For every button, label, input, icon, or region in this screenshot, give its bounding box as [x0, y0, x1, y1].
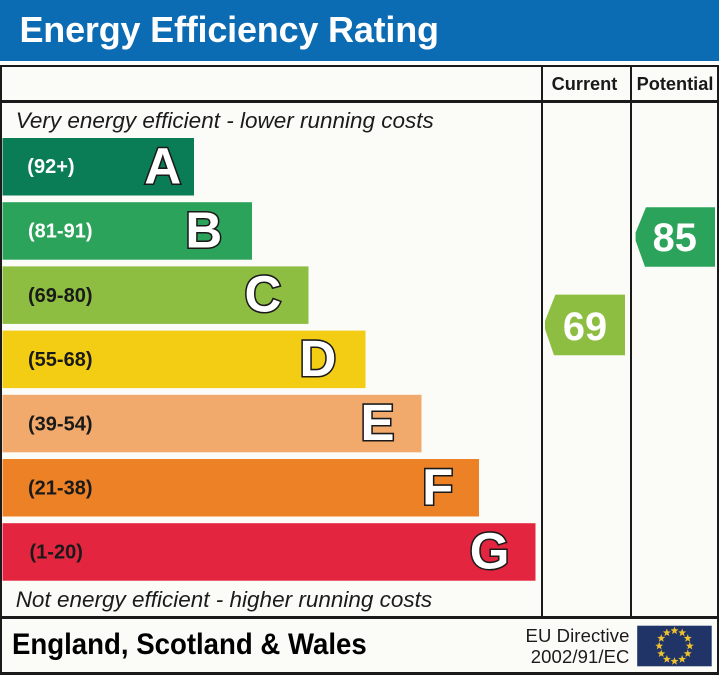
svg-text:D: D	[299, 330, 336, 387]
svg-text:(55-68): (55-68)	[28, 349, 92, 371]
svg-text:(21-38): (21-38)	[28, 478, 92, 500]
svg-text:C: C	[244, 266, 281, 323]
svg-text:(39-54): (39-54)	[28, 413, 92, 435]
svg-text:85: 85	[653, 216, 697, 260]
svg-text:(81-91): (81-91)	[28, 221, 92, 243]
svg-text:A: A	[144, 137, 181, 194]
svg-text:(69-80): (69-80)	[28, 285, 92, 307]
svg-text:B: B	[185, 202, 222, 259]
svg-text:G: G	[470, 523, 510, 580]
svg-text:(1-20): (1-20)	[30, 542, 83, 564]
svg-text:F: F	[422, 458, 453, 515]
svg-text:E: E	[360, 394, 394, 451]
svg-text:69: 69	[563, 305, 607, 349]
svg-text:(92+): (92+)	[27, 156, 74, 178]
